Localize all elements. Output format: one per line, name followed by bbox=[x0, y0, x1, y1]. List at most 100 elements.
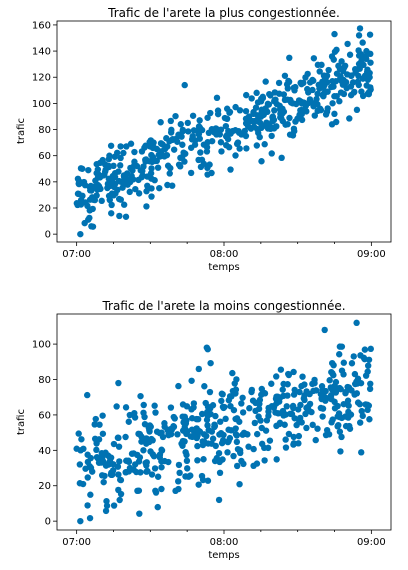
data-point bbox=[101, 171, 108, 178]
data-point bbox=[321, 326, 328, 334]
data-point bbox=[322, 397, 329, 404]
data-point bbox=[316, 68, 323, 75]
data-point bbox=[182, 150, 189, 157]
x-tick-label: 08:00 bbox=[210, 249, 239, 260]
data-point bbox=[117, 143, 124, 150]
data-point bbox=[342, 388, 350, 396]
data-point bbox=[114, 434, 122, 441]
data-point bbox=[310, 55, 318, 62]
data-point bbox=[233, 462, 241, 470]
data-point bbox=[263, 119, 270, 126]
data-point bbox=[315, 81, 322, 89]
data-point bbox=[262, 78, 269, 85]
data-point bbox=[175, 478, 182, 485]
data-point bbox=[78, 436, 85, 443]
data-point bbox=[215, 450, 223, 457]
y-tick-label: 120 bbox=[32, 73, 51, 84]
data-point bbox=[73, 445, 80, 452]
data-point bbox=[232, 431, 240, 438]
data-point bbox=[365, 356, 373, 363]
data-point bbox=[312, 436, 319, 444]
data-point bbox=[298, 419, 305, 426]
data-point bbox=[328, 368, 335, 376]
y-tick-label: 0 bbox=[45, 230, 51, 241]
data-point bbox=[340, 371, 347, 378]
data-point bbox=[289, 402, 297, 410]
data-point bbox=[214, 107, 222, 114]
data-point bbox=[232, 152, 239, 159]
data-point bbox=[263, 417, 271, 424]
data-point bbox=[322, 431, 330, 439]
data-point bbox=[85, 216, 92, 223]
data-point bbox=[179, 413, 186, 420]
data-point bbox=[245, 443, 252, 450]
data-point bbox=[344, 40, 351, 48]
y-tick-label: 140 bbox=[32, 47, 51, 58]
data-point bbox=[252, 407, 259, 415]
x-tick-label: 09:00 bbox=[357, 537, 386, 548]
data-point bbox=[364, 368, 371, 375]
data-point bbox=[254, 430, 261, 438]
data-point bbox=[94, 186, 101, 193]
data-point bbox=[137, 392, 144, 400]
data-point bbox=[271, 402, 278, 410]
data-point bbox=[145, 424, 152, 431]
data-point bbox=[218, 439, 226, 447]
data-point bbox=[282, 444, 290, 451]
data-point bbox=[306, 96, 314, 103]
y-axis: 0 20 40 60 80 100 120 140 160 bbox=[32, 20, 57, 241]
data-point bbox=[208, 169, 215, 177]
data-point bbox=[340, 400, 347, 408]
data-point bbox=[136, 510, 143, 517]
data-point bbox=[338, 58, 345, 65]
data-point bbox=[190, 127, 198, 134]
data-point bbox=[87, 491, 94, 498]
data-point bbox=[180, 419, 187, 426]
data-point bbox=[345, 414, 352, 421]
data-point bbox=[227, 402, 234, 410]
y-tick-label: 160 bbox=[32, 20, 51, 31]
data-point bbox=[157, 119, 164, 126]
data-point bbox=[82, 199, 89, 206]
y-tick-label: 100 bbox=[32, 340, 51, 351]
data-point bbox=[301, 381, 308, 388]
data-point bbox=[253, 117, 261, 125]
data-point bbox=[98, 197, 105, 205]
scatter-points bbox=[73, 319, 374, 525]
data-point bbox=[155, 151, 162, 159]
data-point bbox=[110, 192, 117, 199]
data-point bbox=[367, 380, 374, 387]
data-point bbox=[300, 99, 307, 106]
data-point bbox=[239, 409, 247, 416]
data-point bbox=[281, 72, 289, 79]
data-point bbox=[255, 129, 262, 137]
data-point bbox=[164, 181, 171, 189]
data-point bbox=[140, 447, 147, 454]
data-point bbox=[355, 32, 363, 39]
data-point bbox=[366, 416, 373, 423]
data-point bbox=[252, 399, 259, 407]
data-point bbox=[271, 89, 279, 96]
data-point bbox=[110, 440, 118, 448]
data-point bbox=[337, 89, 345, 96]
data-point bbox=[158, 447, 166, 454]
data-point bbox=[264, 108, 271, 116]
data-point bbox=[309, 76, 316, 84]
data-point bbox=[129, 176, 137, 183]
data-point bbox=[336, 428, 344, 435]
data-point bbox=[325, 66, 332, 74]
data-point bbox=[131, 148, 138, 156]
data-point bbox=[189, 433, 196, 441]
data-point bbox=[148, 193, 155, 200]
data-point bbox=[351, 370, 359, 378]
bottom-chart: Trafic de l'arete la moins congestionnée… bbox=[16, 299, 392, 561]
data-point bbox=[182, 448, 189, 456]
data-point bbox=[207, 359, 214, 367]
data-point bbox=[130, 466, 137, 473]
data-point bbox=[265, 408, 272, 415]
data-point bbox=[113, 403, 120, 410]
data-point bbox=[135, 190, 143, 197]
data-point bbox=[222, 122, 230, 130]
data-point bbox=[236, 418, 243, 425]
data-point bbox=[143, 435, 150, 442]
